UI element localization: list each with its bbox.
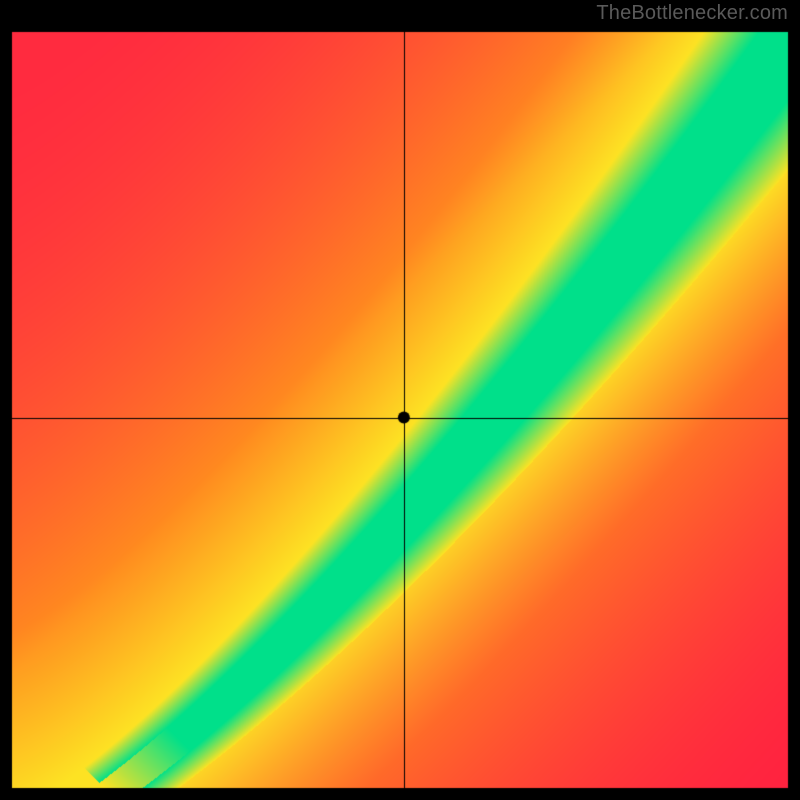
- attribution-label: TheBottlenecker.com: [596, 2, 788, 25]
- bottleneck-heatmap-container: TheBottlenecker.com: [0, 0, 800, 800]
- bottleneck-heatmap-canvas: [0, 0, 800, 800]
